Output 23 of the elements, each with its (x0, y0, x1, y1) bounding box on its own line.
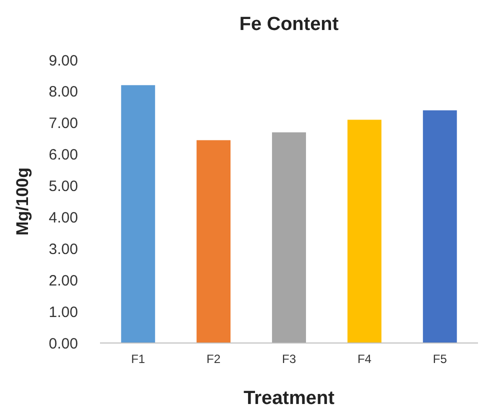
y-tick-label: 7.00 (48, 115, 78, 132)
x-tick-label: F2 (206, 352, 221, 366)
x-tick-label: F4 (357, 352, 372, 366)
y-tick-label: 8.00 (48, 84, 78, 101)
x-axis-title: Treatment (244, 388, 336, 409)
x-tick-label: F1 (131, 352, 146, 366)
bar (272, 132, 306, 343)
bar (196, 140, 231, 343)
y-tick-label: 3.00 (48, 240, 78, 258)
y-axis-title: Mg/100g (13, 167, 32, 236)
bar (422, 110, 457, 343)
bar (347, 120, 382, 343)
y-tick-label: 5.00 (48, 178, 78, 196)
chart-title: Fe Content (239, 14, 340, 35)
y-tick-label: 0.00 (48, 335, 78, 352)
y-tick-label: 6.00 (48, 146, 78, 164)
x-tick-label: F3 (282, 352, 296, 366)
x-tick-label: F5 (432, 352, 448, 366)
y-tick-label: 4.00 (48, 209, 78, 226)
bar (121, 85, 156, 343)
y-tick-label: 2.00 (48, 272, 78, 290)
y-tick-label: 9.00 (48, 52, 78, 70)
y-tick-label: 1.00 (48, 304, 78, 321)
